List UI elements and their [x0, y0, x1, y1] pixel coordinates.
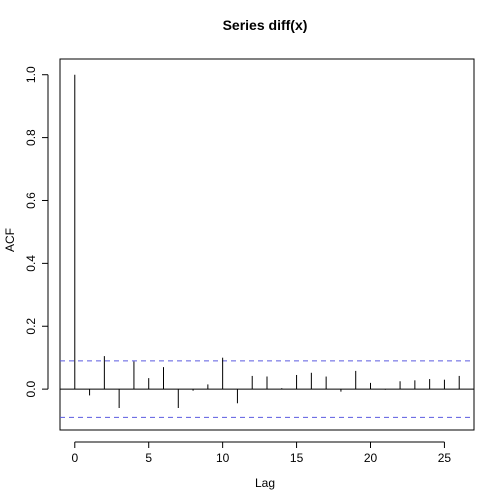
x-tick-label: 0 [71, 451, 78, 465]
plot-frame [59, 58, 475, 431]
x-tick-label: 10 [216, 451, 230, 465]
y-tick-label: 1.0 [24, 66, 38, 83]
x-tick-label: 5 [145, 451, 152, 465]
y-axis-label: ACF [3, 228, 17, 252]
y-tick-label: 0.8 [24, 129, 38, 146]
x-tick-label: 15 [290, 451, 304, 465]
x-axis-label: Lag [255, 476, 275, 490]
x-axis: 0 5 10 15 20 25 [71, 441, 452, 465]
y-tick-label: 0.4 [24, 255, 38, 272]
x-tick-label: 25 [438, 451, 452, 465]
y-tick-label: 0.2 [24, 318, 38, 335]
chart-title: Series diff(x) [223, 17, 308, 33]
acf-bars [60, 74, 474, 418]
y-tick-label: 0.6 [24, 192, 38, 209]
y-tick-label: 0.0 [24, 380, 38, 397]
y-axis: 0.0 0.2 0.4 0.6 0.8 1.0 [24, 66, 49, 397]
x-tick-label: 20 [364, 451, 378, 465]
